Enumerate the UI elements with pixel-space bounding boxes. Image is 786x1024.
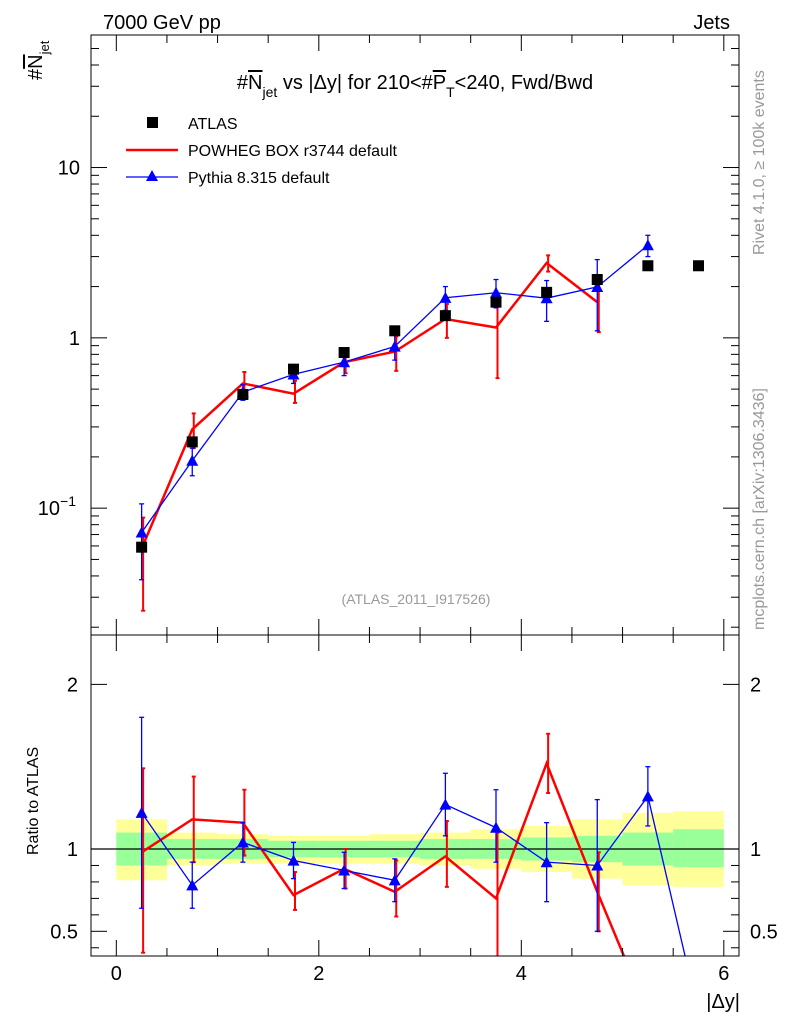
main-title: #Njet vs |Δy| for 210<#PT<240, Fwd/Bwd [237,72,593,100]
legend-pythia-marker [146,170,158,181]
ratio-pythia-point [338,864,351,876]
pythia-point [591,280,604,293]
legend-powheg-label: POWHEG BOX r3744 default [188,143,398,160]
ratio-pythia-point [540,856,553,868]
ratio-y-tick-label-right: 2 [750,674,761,696]
ratio-pythia-point [186,879,199,891]
ratio-plot-frame [90,634,740,957]
powheg-line [140,261,599,549]
top-plot-data [135,234,704,612]
ratio-y-tick-label-right: 0.5 [750,921,778,943]
pythia-line [141,244,649,533]
pythia-point [641,239,654,251]
atlas-point [490,296,502,308]
ratio-pythia-point [388,874,401,886]
ratio-pythia-point [135,806,148,818]
header-right: Jets [693,12,730,34]
atlas-point [237,388,249,400]
pythia-point [490,286,502,298]
atlas-point [288,363,299,375]
mcplots-label: mcplots.cern.ch [arXiv:1306.3436] [751,388,768,630]
pythia-point [388,340,401,352]
legend-pythia-label: Pythia 8.315 default [188,170,330,187]
ratio-ylabel: Ratio to ATLAS [25,747,42,855]
atlas-point [338,347,350,359]
top-y-tick-label: 10 [58,158,80,180]
legend-atlas-marker [147,117,158,128]
ratio-y-tick-label-left: 1 [67,839,78,861]
ratio-y-tick-label-left: 0.5 [50,921,78,943]
ratio-pythia-point [641,790,654,802]
pythia-point [135,526,148,538]
x-tick-label: 0 [111,963,122,985]
ratio-band-inner [673,829,724,868]
top-y-tick-label: 1 [69,328,80,350]
x-tick-label: 4 [516,963,527,985]
ratio-pythia-point [490,821,502,833]
x-tick-label: 6 [718,963,729,985]
top-ylabel: #Njet [25,40,52,80]
ratio-plot-axes: 0 2 4 6 0.5 0.5 1 1 2 2 [50,635,778,985]
atlas-point [591,274,603,286]
atlas-point [389,325,401,337]
top-y-tick-label: 10−1 [38,493,76,520]
legend-atlas-label: ATLAS [188,116,238,133]
ratio-pythia-point [439,798,452,810]
ratio-y-tick-label-left: 2 [67,674,78,696]
ratio-plot-data [91,716,739,956]
atlas-point [541,286,553,298]
x-tick-label: 2 [313,963,324,985]
pythia-point [439,291,452,303]
ratio-y-tick-label-right: 1 [750,839,761,861]
top-plot-axes: 10 1 10−1 [38,34,739,635]
ratio-pythia-line [141,794,686,956]
pythia-point [338,356,351,368]
x-axis-label: |Δy| [706,991,740,1013]
pythia-point [186,454,199,466]
atlas-point [136,541,148,553]
legend: ATLAS POWHEG BOX r3744 default Pythia 8.… [126,116,398,187]
ratio-pythia-point [236,836,249,848]
atlas-point [186,436,198,448]
rivet-label: Rivet 4.1.0, ≥ 100k events [751,70,768,255]
atlas-point [439,310,451,322]
ratio-pythia-point [287,854,300,866]
atlas-point [693,260,704,272]
header-left: 7000 GeV pp [103,12,221,34]
ratio-pythia-point [591,859,604,871]
analysis-watermark: (ATLAS_2011_I917526) [342,591,491,607]
atlas-point [642,260,654,272]
